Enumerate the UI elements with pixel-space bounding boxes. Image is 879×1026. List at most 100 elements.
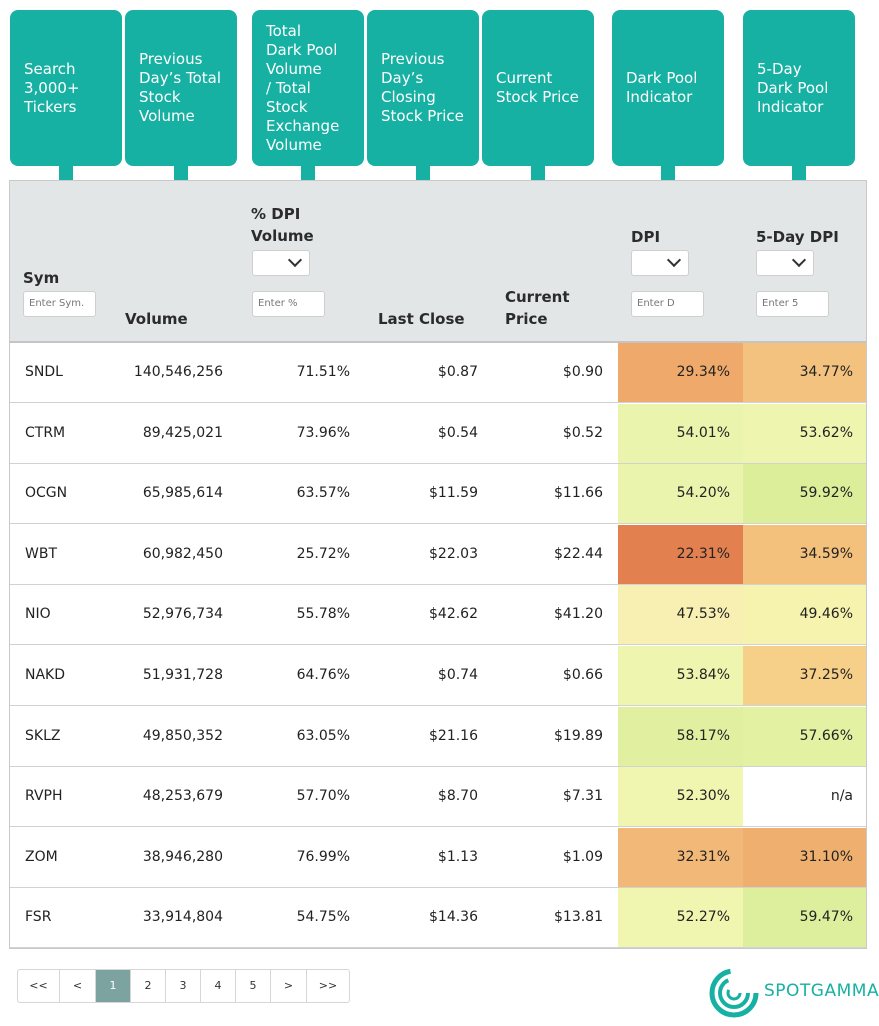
table-row[interactable]: SNDL 140,546,256 71.51% $0.87 $0.90 29.34% 34.… [10,343,866,403]
dark-pool-table: Sym Enter Sym. Volume % DPI Volume Enter… [9,180,867,949]
cell-current-price: $13.81 [554,909,603,926]
page-button[interactable]: > [271,970,307,1002]
header-last-close[interactable]: Last Close [378,310,465,328]
header-current-price[interactable]: Current Price [505,288,570,328]
dpi-select[interactable] [631,250,689,276]
cell-sym[interactable]: FSR [25,909,52,926]
cell-dpi: 52.30% [618,767,743,827]
cell-last-close: $1.13 [437,848,478,865]
cell-dpi: 47.53% [618,585,743,645]
cell-pct-dpi-volume: 73.96% [296,424,350,441]
cell-sym[interactable]: WBT [25,545,57,562]
spotgamma-logo-icon [709,968,759,1018]
callout-search-tickers: Search 3,000+ Tickers [10,10,122,166]
cell-volume: 38,946,280 [142,848,223,865]
cell-sym[interactable]: SKLZ [25,727,61,744]
table-row[interactable]: ZOM 38,946,280 76.99% $1.13 $1.09 32.31% 31.10… [10,827,866,888]
page-button[interactable]: 1 [96,970,131,1002]
cell-last-close: $22.03 [429,545,478,562]
cell-current-price: $11.66 [554,485,603,502]
cell-5day-dpi: 37.25% [743,646,866,705]
cell-dpi: 22.31% [618,524,743,584]
dpi5-select[interactable] [756,250,814,276]
cell-5day-dpi: n/a [743,767,866,827]
pct-dpi-select[interactable] [252,250,310,276]
cell-last-close: $11.59 [429,485,478,502]
cell-sym[interactable]: SNDL [25,364,63,380]
cell-pct-dpi-volume: 64.76% [296,667,350,683]
table-row[interactable]: RVPH 48,253,679 57.70% $8.70 $7.31 52.30% n/a [10,767,866,828]
cell-dpi: 52.27% [618,888,743,948]
cell-pct-dpi-volume: 63.05% [296,727,350,744]
page-button[interactable]: 4 [201,970,236,1002]
cell-current-price: $22.44 [554,545,603,562]
header-5day-dpi[interactable]: 5-Day DPI [756,228,839,246]
cell-last-close: $0.74 [437,667,478,683]
table-row[interactable]: NAKD 51,931,728 64.76% $0.74 $0.66 53.84% 37.2… [10,646,866,706]
cell-sym[interactable]: CTRM [25,424,66,441]
cell-volume: 49,850,352 [142,727,223,744]
page-button[interactable]: 3 [166,970,201,1002]
table-row[interactable]: OCGN 65,985,614 63.57% $11.59 $11.66 54.20% 59… [10,464,866,525]
chevron-down-icon [666,252,682,268]
dpi-filter-input[interactable]: Enter D [631,291,704,317]
cell-5day-dpi: 57.66% [743,706,866,766]
spotgamma-logo: SPOTGAMMA [708,965,879,1021]
cell-dpi: 58.17% [618,706,743,766]
cell-last-close: $0.54 [437,424,478,441]
chevron-down-icon [287,252,303,268]
cell-sym[interactable]: NIO [25,606,51,623]
cell-sym[interactable]: RVPH [25,788,63,805]
pagination: << <1 2 3 4 5 > >> [17,969,350,1003]
callout-current-price: Current Stock Price [482,10,594,166]
cell-5day-dpi: 31.10% [743,827,866,887]
table-row[interactable]: FSR 33,914,804 54.75% $14.36 $13.81 52.27% 59.… [10,888,866,949]
cell-pct-dpi-volume: 63.57% [296,485,350,502]
cell-sym[interactable]: ZOM [25,848,58,865]
header-pct-dpi-volume[interactable]: % DPI Volume [251,205,314,245]
cell-current-price: $0.66 [562,667,603,683]
page-button[interactable]: < [60,970,96,1002]
cell-5day-dpi: 53.62% [743,403,866,463]
callout-dpi-volume: Total Dark Pool Volume / Total Stock Exc… [252,10,364,166]
cell-dpi: 29.34% [618,343,743,402]
sym-filter-input[interactable]: Enter Sym. [23,291,96,317]
table-row[interactable]: CTRM 89,425,021 73.96% $0.54 $0.52 54.01% 53.6… [10,403,866,464]
cell-last-close: $0.87 [437,364,478,380]
table-header: Sym Enter Sym. Volume % DPI Volume Enter… [10,181,866,343]
page-button[interactable]: << [18,970,60,1002]
callout-dark-pool-indicator: Dark Pool Indicator [612,10,724,166]
cell-current-price: $7.31 [562,788,603,805]
cell-volume: 51,931,728 [142,667,223,683]
cell-volume: 33,914,804 [142,909,223,926]
table-row[interactable]: NIO 52,976,734 55.78% $42.62 $41.20 47.53% 49.… [10,585,866,646]
cell-volume: 60,982,450 [142,545,223,562]
cell-pct-dpi-volume: 54.75% [296,909,350,926]
cell-last-close: $8.70 [437,788,478,805]
cell-current-price: $0.90 [562,364,603,380]
cell-dpi: 32.31% [618,827,743,887]
cell-current-price: $1.09 [562,848,603,865]
callout-stock-volume: Previous Day’s Total Stock Volume [125,10,237,166]
header-sym[interactable]: Sym [23,269,60,287]
page-button[interactable]: 2 [131,970,166,1002]
cell-volume: 89,425,021 [142,424,223,441]
cell-5day-dpi: 34.59% [743,524,866,584]
dpi5-filter-input[interactable]: Enter 5 [756,291,829,317]
cell-dpi: 54.01% [618,403,743,463]
cell-last-close: $21.16 [429,727,478,744]
cell-dpi: 53.84% [618,646,743,705]
table-row[interactable]: SKLZ 49,850,352 63.05% $21.16 $19.89 58.17% 57… [10,706,866,767]
cell-dpi: 54.20% [618,464,743,524]
header-volume[interactable]: Volume [125,310,188,328]
cell-sym[interactable]: OCGN [25,485,68,502]
brand-name: SPOTGAMMA [764,981,879,1001]
page-button[interactable]: 5 [236,970,271,1002]
page-button[interactable]: >> [318,979,338,992]
cell-sym[interactable]: NAKD [25,667,66,683]
header-dpi[interactable]: DPI [631,228,661,246]
table-row[interactable]: WBT 60,982,450 25.72% $22.03 $22.44 22.31% 34.… [10,524,866,585]
cell-volume: 65,985,614 [142,485,223,502]
pct-filter-input[interactable]: Enter % [252,291,325,317]
cell-volume: 52,976,734 [142,606,223,623]
